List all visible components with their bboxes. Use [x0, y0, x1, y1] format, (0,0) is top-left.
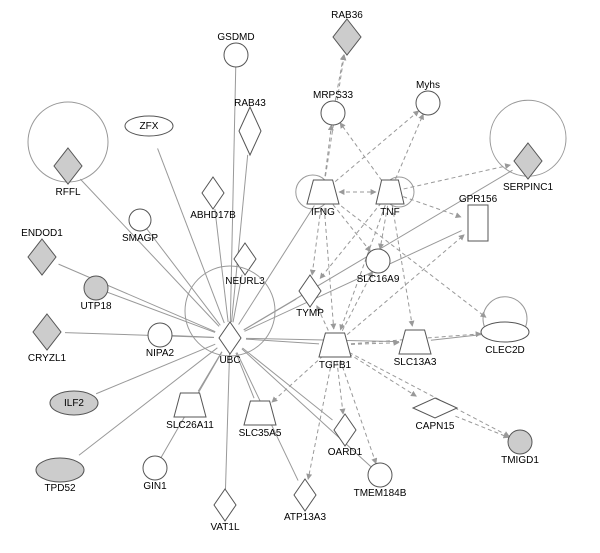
edge-IFNG-MRPS33 — [325, 125, 331, 176]
edge-UBC-NEURL3 — [233, 275, 242, 323]
edge-UBC-SLC13A3 — [246, 338, 399, 341]
label-CLEC2D: CLEC2D — [485, 345, 524, 356]
edge-CAPN15-TMIGD1 — [455, 416, 508, 437]
node-OARD1 — [334, 414, 356, 446]
node-CRYZL1 — [33, 314, 61, 350]
label-UTP18: UTP18 — [80, 301, 112, 312]
label-ATP13A3: ATP13A3 — [284, 512, 326, 523]
edge-UBC-GPR156 — [245, 231, 462, 332]
node-ILF2 — [50, 391, 98, 415]
label-NIPA2: NIPA2 — [146, 348, 175, 359]
node-TNF — [376, 180, 404, 204]
edge-TNF-SLC13A3 — [392, 206, 412, 326]
label-TGFB1: TGFB1 — [319, 360, 352, 371]
node-RFFL — [54, 148, 82, 184]
node-TYMP — [299, 275, 321, 307]
edge-UBC-RFFL — [80, 179, 219, 326]
node-ENDOD1 — [28, 239, 56, 275]
edge-UBC-RAB43 — [232, 155, 248, 322]
label-RFFL: RFFL — [56, 187, 81, 198]
node-SLC26A11 — [174, 393, 206, 417]
edge-IFNG-TYMP — [312, 208, 321, 275]
edge-TGFB1-TMIGD1 — [349, 352, 509, 436]
edge-TGFB1-CAPN15 — [349, 354, 417, 397]
edge-TGFB1-TYMP — [317, 306, 329, 331]
node-SLC35A5 — [244, 401, 276, 425]
node-GPR156 — [468, 205, 488, 241]
edge-UBC-ABHD17B — [215, 209, 228, 322]
node-MRPS33 — [321, 101, 345, 125]
node-GSDMD — [224, 43, 248, 67]
node-IFNG — [307, 180, 339, 204]
label-OARD1: OARD1 — [328, 447, 363, 458]
node-SMAGP — [129, 209, 151, 231]
edge-IFNG-TGFB1 — [324, 208, 333, 329]
label-GSDMD: GSDMD — [217, 32, 254, 43]
node-NIPA2 — [148, 323, 172, 347]
label-GIN1: GIN1 — [143, 481, 167, 492]
node-Myhs — [416, 91, 440, 115]
edge-UBC-ILF2 — [96, 344, 215, 394]
node-VAT1L — [214, 489, 236, 521]
edge-UBC-VAT1L — [225, 354, 229, 489]
node-GIN1 — [143, 456, 167, 480]
node-RAB36 — [333, 19, 361, 55]
label-ABHD17B: ABHD17B — [190, 210, 236, 221]
edge-IFNG-Myhs — [335, 111, 419, 182]
label-TMIGD1: TMIGD1 — [501, 455, 539, 466]
node-ABHD17B — [202, 177, 224, 209]
node-TMEM184B — [368, 463, 392, 487]
node-ZFX — [125, 116, 173, 136]
label-SLC13A3: SLC13A3 — [394, 357, 437, 368]
edge-MRPS33-RAB36 — [335, 55, 344, 101]
label-VAT1L: VAT1L — [210, 522, 240, 533]
node-ATP13A3 — [294, 479, 316, 511]
label-TMEM184B: TMEM184B — [354, 488, 407, 499]
label-CRYZL1: CRYZL1 — [28, 353, 67, 364]
node-SERPINC1 — [514, 143, 542, 179]
node-UBC — [219, 322, 241, 354]
edge-UBC-SLC35A5 — [236, 353, 254, 398]
node-UTP18 — [84, 276, 108, 300]
edge-IFNG-CLEC2D — [336, 202, 486, 318]
nodes-group: GSDMDRAB36ZFXRAB43MRPS33MyhsRFFLSERPINC1… — [21, 10, 566, 533]
network-diagram: GSDMDRAB36ZFXRAB43MRPS33MyhsRFFLSERPINC1… — [0, 0, 600, 553]
label-Myhs: Myhs — [416, 80, 440, 91]
label-MRPS33: MRPS33 — [313, 90, 353, 101]
edge-IFNG-SLC16A9 — [333, 205, 371, 252]
node-TMIGD1 — [508, 430, 532, 454]
node-TPD52 — [36, 458, 84, 482]
label-SERPINC1: SERPINC1 — [503, 182, 553, 193]
label-TNF: TNF — [380, 207, 399, 218]
edge-TGFB1-SLC35A5 — [272, 356, 323, 403]
label-TYMP: TYMP — [296, 308, 324, 319]
edge-TNF-SLC16A9 — [380, 206, 388, 249]
node-CAPN15 — [413, 398, 457, 418]
edges-group — [59, 55, 513, 489]
edge-TGFB1-OARD1 — [337, 361, 343, 414]
label-SLC16A9: SLC16A9 — [357, 274, 400, 285]
node-SLC13A3 — [399, 330, 431, 354]
node-CLEC2D — [481, 322, 529, 342]
edge-TGFB1-TMEM184B — [340, 360, 376, 464]
label-TPD52: TPD52 — [44, 483, 76, 494]
edge-TGFB1-SLC16A9 — [342, 272, 372, 331]
label-CAPN15: CAPN15 — [416, 421, 455, 432]
node-RAB43 — [239, 107, 261, 155]
edge-TNF-Myhs — [395, 114, 423, 179]
node-SLC16A9 — [366, 249, 390, 273]
node-NEURL3 — [234, 243, 256, 275]
label-SLC26A11: SLC26A11 — [166, 420, 214, 431]
label-GPR156: GPR156 — [459, 194, 498, 205]
edge-TNF-SERPINC1 — [404, 165, 511, 189]
node-TGFB1 — [319, 333, 351, 357]
label-ENDOD1: ENDOD1 — [21, 228, 63, 239]
